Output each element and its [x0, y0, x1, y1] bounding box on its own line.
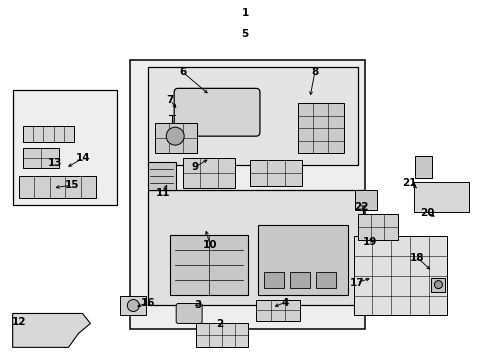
Bar	[13, 90, 117, 205]
Bar	[130, 60, 364, 329]
Bar	[155, 123, 197, 153]
Bar	[315, 272, 335, 288]
Bar	[19, 176, 96, 198]
Text: 21: 21	[402, 178, 416, 188]
Text: 10: 10	[203, 240, 217, 250]
Text: 5: 5	[241, 28, 248, 39]
Bar	[430, 278, 445, 292]
FancyBboxPatch shape	[174, 88, 260, 136]
Circle shape	[433, 280, 442, 289]
Text: 13: 13	[48, 158, 62, 168]
Text: 18: 18	[409, 253, 424, 263]
Bar	[22, 148, 59, 168]
Bar	[255, 300, 299, 321]
Bar	[120, 296, 146, 315]
Text: 7: 7	[166, 95, 174, 105]
Text: 11: 11	[156, 188, 170, 198]
Text: 22: 22	[354, 202, 368, 212]
Text: 17: 17	[348, 278, 363, 288]
Text: 3: 3	[194, 300, 202, 310]
Bar	[148, 67, 357, 165]
Bar	[22, 126, 74, 142]
Bar	[170, 235, 247, 294]
Text: 6: 6	[179, 67, 186, 77]
FancyBboxPatch shape	[176, 303, 202, 323]
Bar	[289, 272, 309, 288]
Text: 20: 20	[419, 208, 434, 218]
Bar	[354, 190, 376, 210]
Bar	[148, 162, 176, 190]
Bar	[249, 160, 301, 186]
Text: 4: 4	[281, 297, 288, 307]
Bar	[258, 225, 347, 294]
Text: 15: 15	[65, 180, 80, 190]
Text: 12: 12	[11, 318, 26, 328]
Bar	[196, 323, 247, 347]
Bar	[413, 182, 468, 212]
Polygon shape	[13, 314, 90, 347]
Text: 19: 19	[362, 237, 376, 247]
Bar	[264, 272, 284, 288]
Text: 8: 8	[310, 67, 318, 77]
Bar	[353, 236, 447, 315]
Text: 9: 9	[191, 162, 198, 172]
Bar	[357, 214, 397, 240]
Bar	[148, 190, 362, 305]
Bar	[297, 103, 343, 153]
Text: 16: 16	[141, 297, 155, 307]
Circle shape	[166, 127, 184, 145]
Text: 2: 2	[216, 319, 223, 329]
Bar	[183, 158, 235, 188]
Bar	[414, 156, 431, 178]
Circle shape	[127, 300, 139, 311]
Text: 1: 1	[241, 8, 248, 18]
Text: 14: 14	[76, 153, 91, 163]
